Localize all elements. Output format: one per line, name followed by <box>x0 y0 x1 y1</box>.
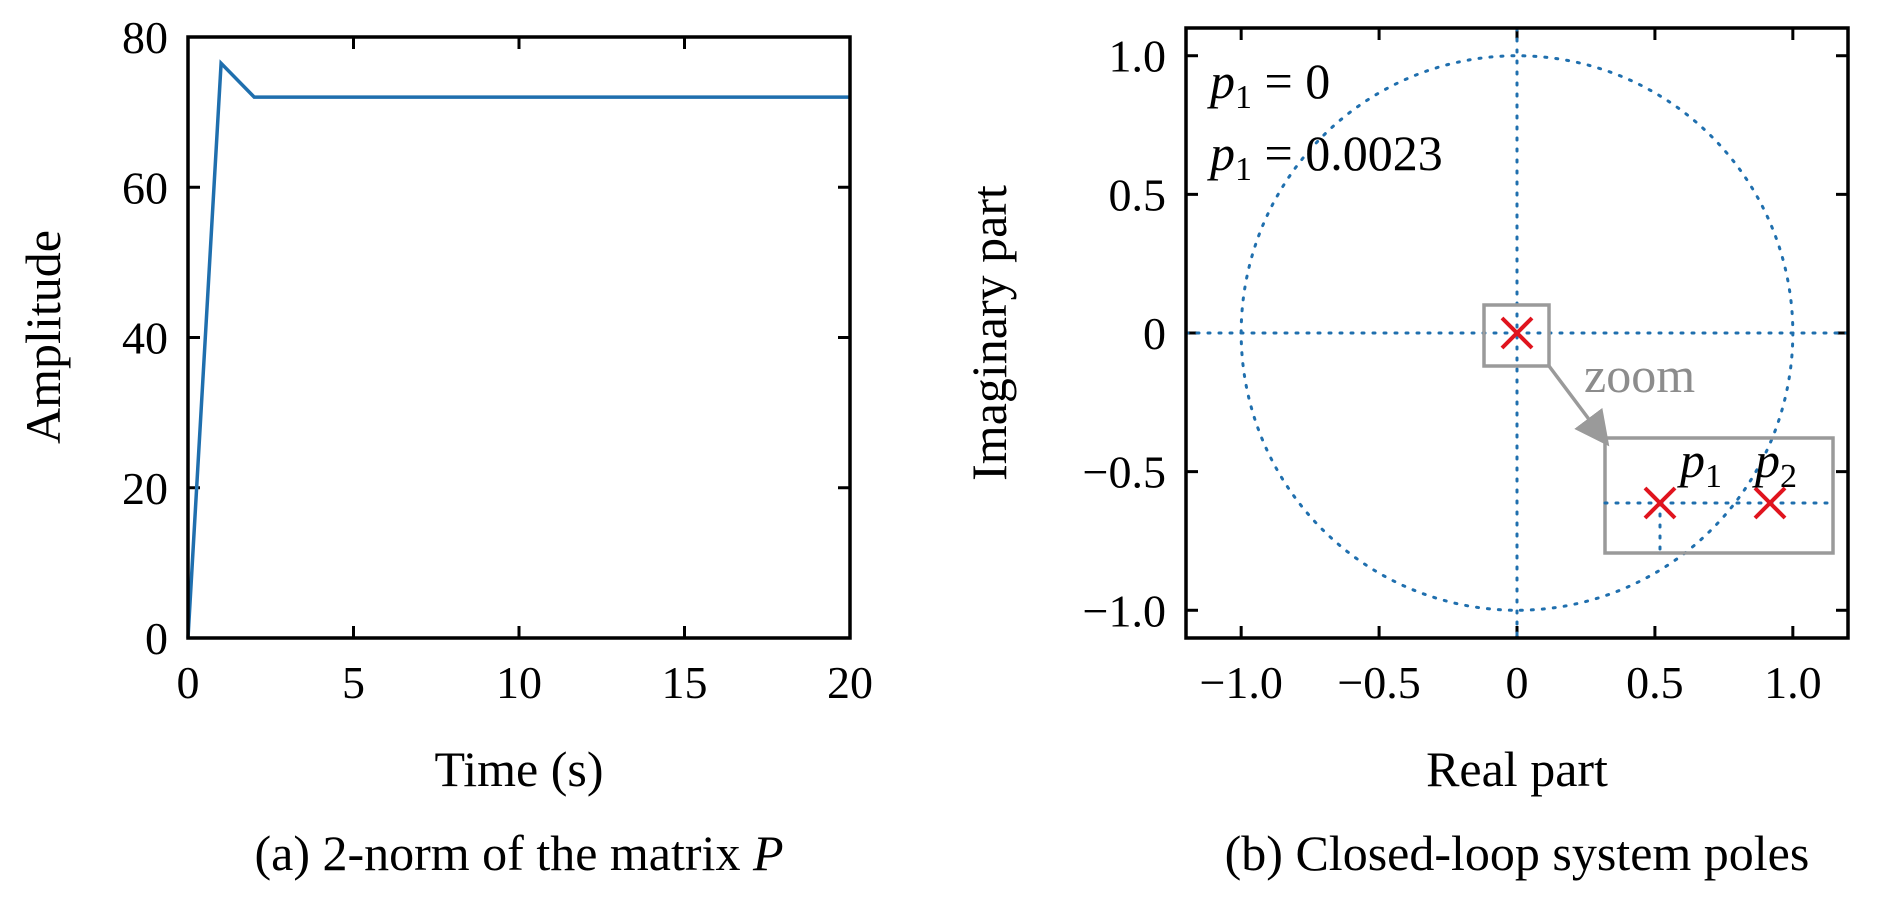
zoom-pole-p1 <box>1643 486 1677 520</box>
zoom-label-p2: p2 <box>1752 432 1797 495</box>
panel-b-frame <box>1184 26 1850 640</box>
zoom-pole-p2 <box>1753 486 1787 520</box>
x-tick-label: 0 <box>1506 657 1529 708</box>
y-axis-title: Imaginary part <box>961 185 1017 481</box>
y-axis-title: Amplitude <box>15 230 71 444</box>
annotation-p1-value: p1 = 0.0023 <box>1207 125 1443 188</box>
zoom-label: zoom <box>1584 347 1695 403</box>
pole-markers <box>1500 316 1534 350</box>
x-tick-label: 15 <box>662 657 708 708</box>
x-tick-label: 5 <box>342 657 365 708</box>
panel-b-tick-labels: −1.0 −0.5 0 0.5 1.0 −1.0 −0.5 0 0.5 1.0 <box>1083 31 1822 708</box>
series-line <box>186 59 850 639</box>
zoom-source-box <box>1482 303 1551 368</box>
x-axis-title: Time (s) <box>434 741 603 797</box>
y-tick-label: 60 <box>122 162 168 213</box>
y-tick-label: −0.5 <box>1083 447 1166 498</box>
zoom-label-p1: p1 <box>1677 432 1722 495</box>
y-tick-label: 80 <box>122 12 168 63</box>
y-tick-label: 0 <box>145 613 168 664</box>
y-tick-label: 1.0 <box>1109 31 1167 82</box>
caption-b: (b) Closed-loop system poles <box>1225 825 1810 881</box>
y-tick-label: 0 <box>1143 308 1166 359</box>
x-tick-label: 10 <box>496 657 542 708</box>
panel-a-tick-labels: 0 5 10 15 20 0 20 40 60 80 <box>122 12 873 708</box>
zoom-inset-box <box>1603 436 1835 555</box>
y-tick-label: 20 <box>122 463 168 514</box>
panel-a-ticks <box>186 35 852 640</box>
x-tick-label: 0.5 <box>1626 657 1684 708</box>
panel-a-frame <box>186 35 852 640</box>
pole-marker <box>1500 316 1534 350</box>
x-tick-label: 20 <box>827 657 873 708</box>
caption-a: (a) 2-norm of the matrix P <box>255 825 784 881</box>
y-tick-label: −1.0 <box>1083 585 1166 636</box>
x-tick-label: −1.0 <box>1199 657 1282 708</box>
y-tick-label: 40 <box>122 313 168 364</box>
x-tick-label: 1.0 <box>1764 657 1822 708</box>
panel-a: 0 5 10 15 20 0 20 40 60 80 Time (s) Amplitude (a)… <box>15 12 873 881</box>
annotation-p1-zero: p1 = 0 <box>1207 53 1330 116</box>
x-tick-label: −0.5 <box>1337 657 1420 708</box>
panel-b: −1.0 −0.5 0 0.5 1.0 −1.0 −0.5 0 0.5 1.0 zoom p1 p… <box>961 26 1850 881</box>
zoom-arrow <box>1547 364 1610 447</box>
x-tick-label: 0 <box>177 657 200 708</box>
y-tick-label: 0.5 <box>1109 169 1167 220</box>
x-axis-title: Real part <box>1426 741 1608 797</box>
